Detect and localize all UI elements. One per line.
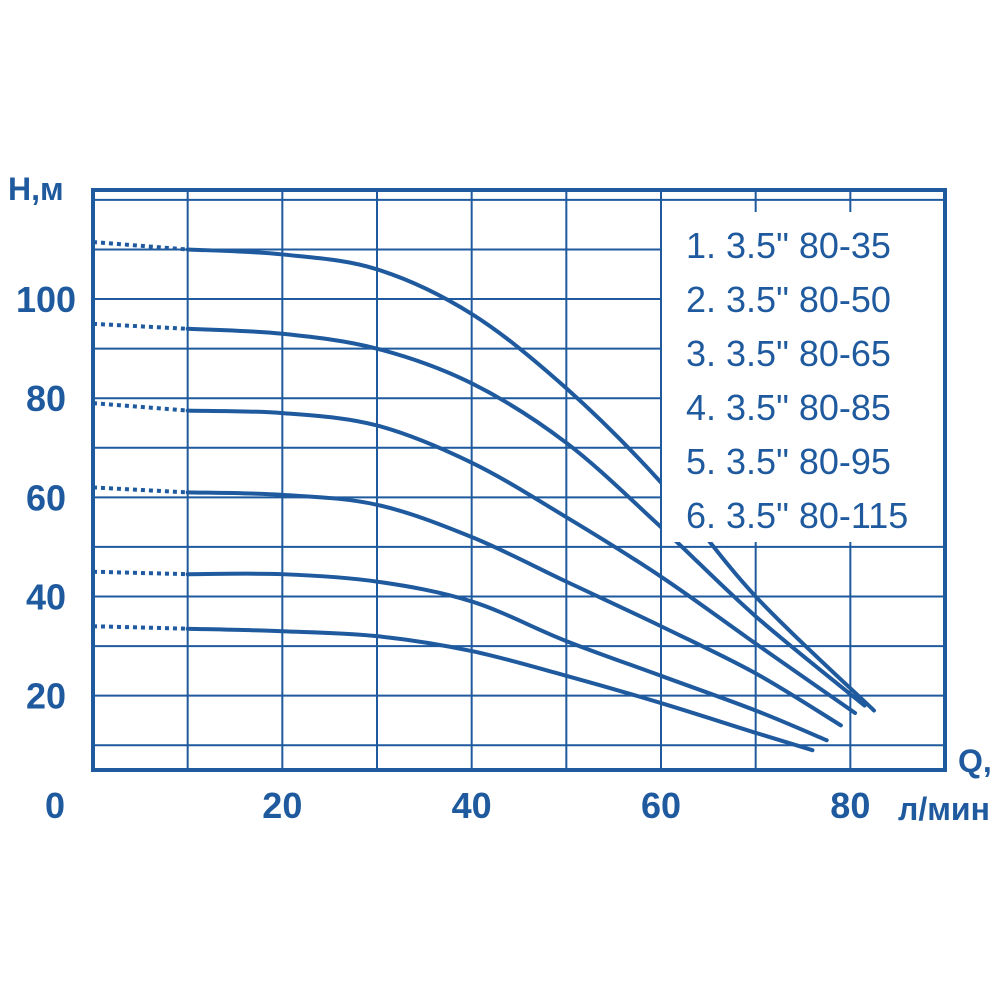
y-tick-label: 80: [26, 378, 66, 419]
legend-entry-4: 4. 3.5" 80-85: [686, 387, 891, 428]
series-1-dotted-segment: [92, 624, 188, 631]
series-6-line: [185, 247, 876, 713]
y-tick-label: 20: [26, 676, 66, 717]
legend-entry-5: 5. 3.5" 80-95: [686, 441, 891, 482]
series-6-dotted-segment: [92, 240, 188, 252]
x-tick-label: 40: [452, 785, 492, 826]
x-tick-label: 60: [641, 785, 681, 826]
x-tick-label: 80: [830, 785, 870, 826]
legend-entry-3: 3. 3.5" 80-65: [686, 333, 891, 374]
x-axis-label-line2: л/мин: [898, 791, 990, 827]
series-2-dotted-segment: [92, 569, 188, 577]
y-axis-label: H,м: [8, 171, 64, 207]
legend-entry-6: 6. 3.5" 80-115: [686, 495, 908, 536]
y-tick-label: 60: [26, 477, 66, 518]
series-5-line: [185, 326, 867, 708]
series-2-line: [185, 571, 829, 743]
x-tick-label: 20: [262, 785, 302, 826]
series-4-line: [185, 408, 858, 715]
legend-background: [662, 212, 944, 542]
x-tick-label: 0: [45, 785, 65, 826]
tick-labels: 0 20 40 60 80 20 40 60 80 100: [16, 279, 870, 826]
legend-entry-1: 1. 3.5" 80-35: [686, 225, 891, 266]
y-tick-label: 100: [16, 279, 76, 320]
series-4-dotted-segment: [92, 401, 188, 413]
x-axis-label-line1: Q,: [958, 743, 992, 779]
series-1-line: [185, 626, 815, 753]
series-3-line: [185, 490, 843, 728]
series-3-dotted-segment: [92, 485, 188, 495]
y-tick-label: 40: [26, 576, 66, 617]
legend: 1. 3.5" 80-35 2. 3.5" 80-50 3. 3.5" 80-65 4…: [662, 212, 944, 542]
legend-entry-2: 2. 3.5" 80-50: [686, 279, 891, 320]
plot-frame: [91, 188, 947, 772]
series-5-dotted-segment: [92, 321, 188, 331]
series-lines: [92, 240, 876, 753]
